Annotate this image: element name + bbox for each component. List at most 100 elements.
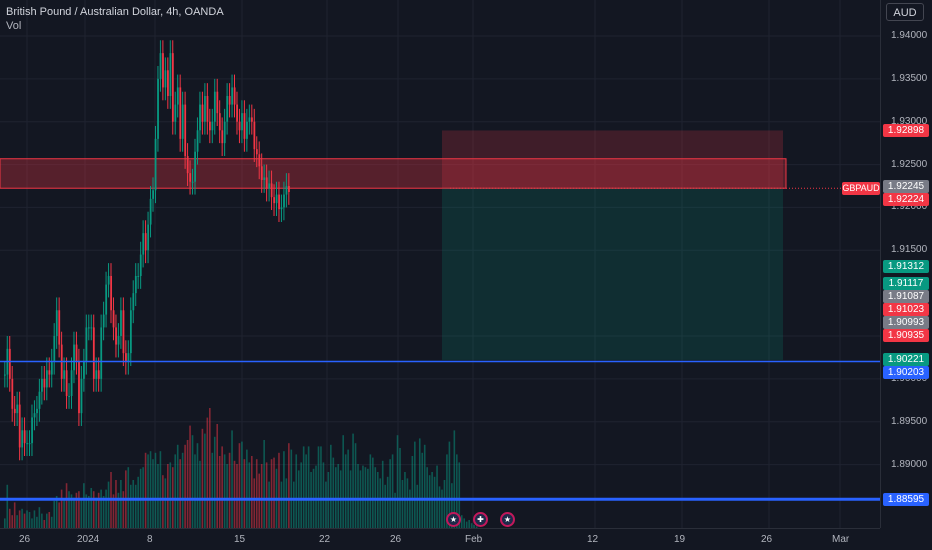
volume-bar — [414, 441, 416, 528]
candle-body — [95, 370, 98, 379]
candle-body — [241, 113, 243, 131]
volume-bar — [137, 476, 139, 528]
candle-body — [283, 194, 285, 208]
candle-body — [144, 233, 147, 251]
volume-bar — [92, 491, 95, 528]
volume-bar — [285, 478, 288, 528]
volume-bar — [53, 500, 55, 528]
candle-body — [255, 149, 258, 155]
candle-body — [181, 104, 184, 139]
volume-bar — [354, 443, 357, 528]
chart-legend: British Pound / Australian Dollar, 4h, O… — [6, 5, 224, 33]
volume-bar — [337, 464, 340, 528]
candle-body — [28, 443, 31, 445]
volume-bar — [246, 449, 248, 528]
price-tag: 1.92224 — [883, 192, 929, 206]
volume-bar — [255, 459, 258, 528]
au-flag-event-icon[interactable]: ★ — [500, 512, 515, 527]
volume-bar — [176, 444, 179, 528]
volume-bar — [58, 502, 60, 528]
volume-bar — [325, 481, 327, 528]
candle-body — [83, 361, 85, 379]
volume-bar — [258, 473, 261, 528]
candle-body — [36, 408, 38, 414]
volume-bar — [233, 460, 236, 528]
volume-bar — [315, 465, 317, 528]
price-tag: 1.90993 — [883, 315, 929, 329]
candle-body — [53, 336, 56, 362]
volume-bar — [283, 451, 285, 528]
candle-body — [226, 96, 229, 122]
symbol-price-tag: GBPAUD — [842, 181, 880, 195]
take-profit-zone — [442, 188, 783, 360]
candle-body — [216, 91, 219, 114]
volume-bar — [278, 452, 280, 528]
volume-bar — [142, 467, 144, 528]
candle-body — [73, 344, 75, 371]
volume-bar — [218, 456, 221, 528]
candle-body — [164, 70, 167, 88]
volume-bar — [307, 446, 310, 528]
volume-bar — [317, 446, 320, 528]
volume-bar — [105, 489, 107, 528]
volume-indicator-label[interactable]: Vol — [6, 20, 22, 32]
volume-bar — [458, 462, 461, 528]
volume-bar — [263, 440, 265, 528]
volume-bar — [302, 446, 305, 528]
candle-body — [186, 156, 189, 174]
volume-bar — [132, 480, 135, 528]
volume-bar — [433, 476, 436, 528]
candle-body — [13, 408, 16, 414]
volume-bar — [73, 497, 75, 528]
candle-body — [110, 276, 113, 311]
candle-body — [251, 117, 253, 122]
candle-body — [233, 87, 236, 105]
candle-body — [122, 310, 125, 354]
volume-bar — [97, 492, 100, 528]
volume-bar — [322, 462, 325, 528]
time-tick-label: Mar — [832, 534, 850, 545]
volume-bar — [451, 483, 453, 528]
candle-body — [33, 413, 36, 418]
candle-body — [16, 404, 19, 414]
volume-bar — [189, 425, 191, 528]
candle-body — [63, 370, 66, 379]
candle-body — [80, 378, 83, 414]
volume-bar — [347, 449, 349, 528]
volume-bar — [265, 462, 268, 528]
volume-bar — [87, 496, 90, 528]
volume-bar — [100, 489, 102, 528]
au-flag-event-icon[interactable]: ★ — [446, 512, 461, 527]
volume-bar — [43, 520, 46, 528]
volume-bar — [186, 440, 189, 528]
time-scale[interactable]: 26 2024 8 15 22 26 Feb 12 19 26 Mar — [0, 528, 880, 550]
volume-bar — [134, 484, 137, 528]
currency-button[interactable]: AUD — [886, 3, 924, 21]
volume-bar — [102, 496, 105, 528]
volume-bar — [68, 491, 70, 528]
stop-loss-zone — [442, 130, 783, 189]
symbol-title[interactable]: British Pound / Australian Dollar, 4h, O… — [6, 6, 224, 18]
candle-body — [171, 53, 174, 122]
candle-body — [169, 53, 172, 96]
time-tick-label: Feb — [465, 534, 483, 545]
volume-bar — [107, 481, 110, 528]
candle-body — [107, 276, 110, 285]
candle-body — [246, 121, 248, 139]
candle-body — [206, 96, 209, 122]
candle-body — [154, 138, 157, 191]
volume-bar — [120, 480, 122, 528]
candle-body — [273, 197, 276, 204]
price-tag: 1.92245 — [883, 179, 929, 193]
volume-bar — [406, 478, 409, 528]
candle-body — [55, 310, 58, 336]
candle-body — [218, 113, 221, 131]
volume-bar — [164, 478, 167, 528]
candle-body — [199, 104, 201, 131]
volume-bar — [248, 462, 251, 528]
uk-flag-event-icon[interactable]: ✚ — [473, 512, 488, 527]
candle-body — [26, 443, 29, 445]
candle-body — [127, 353, 130, 362]
